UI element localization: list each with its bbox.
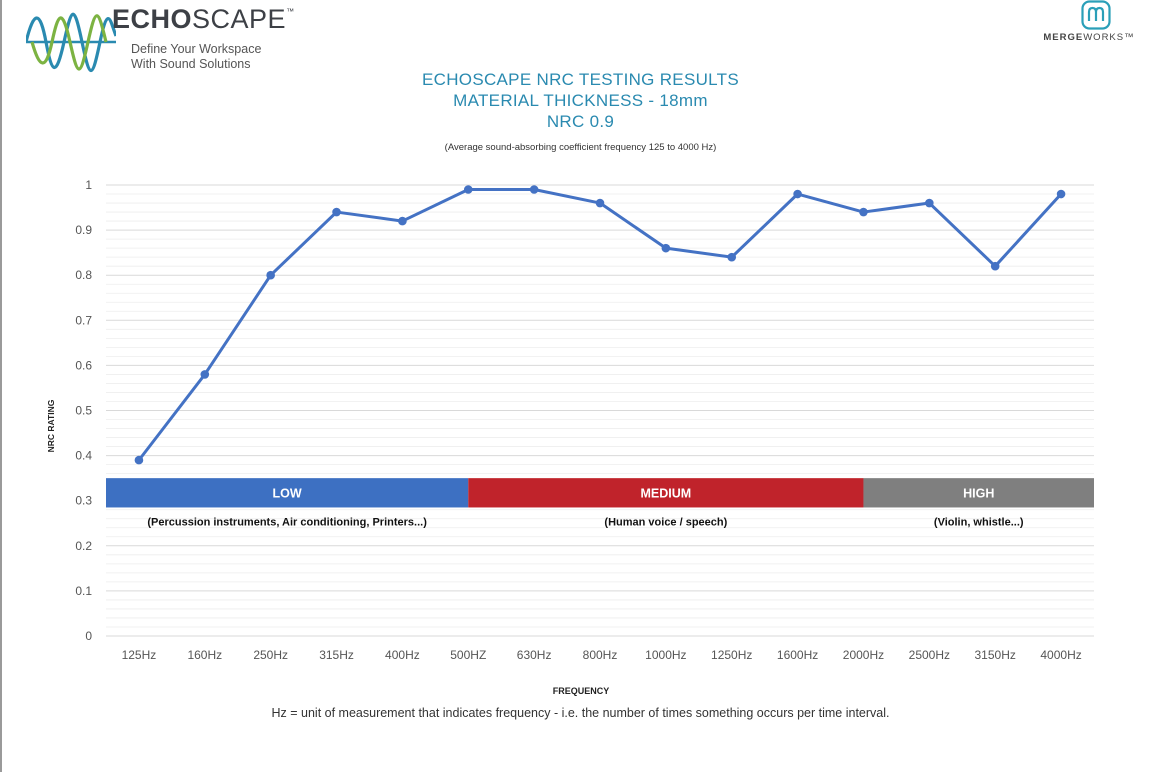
brand-trademark: ™: [286, 7, 295, 16]
x-tick-label: 2500Hz: [909, 648, 950, 662]
data-point: [859, 207, 868, 217]
x-tick-label: 1250Hz: [711, 648, 752, 662]
data-point: [793, 189, 802, 199]
x-tick-label: 630Hz: [517, 648, 552, 662]
mergeworks-icon: [1081, 0, 1111, 30]
data-point: [332, 207, 341, 217]
brand-name: ECHOSCAPE™: [112, 4, 295, 35]
mergeworks-bold: MERGE: [1043, 32, 1084, 43]
x-tick-label: 400Hz: [385, 648, 420, 662]
frequency-band-note: (Violin, whistle...): [934, 516, 1024, 528]
y-tick-label: 0.7: [75, 313, 92, 327]
y-tick-label: 1: [85, 178, 92, 192]
brand-bold: ECHO: [112, 4, 193, 34]
frequency-band-note: (Human voice / speech): [604, 516, 727, 528]
chart-title-line-3: NRC 0.9: [546, 112, 615, 131]
frequency-band: [106, 478, 469, 508]
chart-titles: ECHOSCAPE NRC TESTING RESULTS MATERIAL T…: [0, 69, 1161, 132]
x-tick-label: 500HZ: [450, 648, 486, 662]
data-point: [595, 198, 605, 208]
y-tick-label: 0.4: [75, 449, 92, 463]
chart-subtitle: (Average sound-absorbing coefficient fre…: [444, 142, 717, 153]
x-tick-label: 4000Hz: [1040, 648, 1081, 662]
tagline: Define Your Workspace With Sound Solutio…: [131, 42, 261, 72]
mergeworks-logo: MERGEWORKS™: [1039, 0, 1139, 46]
y-tick-label: 0.6: [75, 358, 92, 372]
tagline-line-1: Define Your Workspace: [131, 42, 262, 56]
data-point: [134, 455, 144, 465]
x-axis-title: FREQUENCY: [553, 686, 610, 696]
y-tick-label: 0: [85, 629, 92, 643]
data-point: [200, 370, 210, 379]
x-tick-label: 2000Hz: [843, 648, 884, 662]
data-point: [398, 216, 407, 226]
y-tick-label: 0.8: [75, 268, 92, 282]
x-tick-label: 1000Hz: [645, 648, 686, 662]
x-tick-label: 125Hz: [122, 648, 157, 662]
mergeworks-rest: WORKS: [1083, 32, 1125, 43]
data-point: [990, 261, 1000, 271]
frequency-band-label: LOW: [273, 486, 302, 500]
page-border: [0, 0, 2, 772]
data-point: [463, 185, 473, 194]
frequency-band: [468, 478, 864, 508]
footnote: Hz = unit of measurement that indicates …: [271, 706, 890, 720]
x-tick-label: 315Hz: [319, 648, 354, 662]
mergeworks-wordmark: MERGEWORKS™: [1039, 32, 1139, 43]
data-point: [529, 185, 539, 194]
y-tick-label: 0.3: [75, 494, 92, 508]
x-tick-label: 250Hz: [253, 648, 288, 662]
data-point: [1056, 189, 1066, 199]
frequency-band-label: MEDIUM: [641, 486, 692, 500]
y-tick-label: 0.1: [75, 584, 92, 598]
frequency-band: [863, 478, 1094, 508]
sound-wave-icon: [26, 12, 116, 72]
brand-rest: SCAPE: [192, 4, 287, 34]
x-tick-label: 160Hz: [187, 648, 222, 662]
y-tick-label: 0.2: [75, 539, 92, 553]
y-axis-title: NRC RATING: [46, 399, 56, 452]
frequency-band-note: (Percussion instruments, Air conditionin…: [147, 516, 427, 528]
echoscape-logo: ECHOSCAPE™ Define Your Workspace With So…: [26, 0, 326, 82]
chart-title-line-2: MATERIAL THICKNESS - 18mm: [453, 91, 708, 110]
y-tick-label: 0.9: [75, 223, 92, 237]
y-tick-label: 0.5: [75, 404, 92, 418]
data-point: [727, 252, 737, 262]
chart-title-line-1: ECHOSCAPE NRC TESTING RESULTS: [422, 70, 739, 89]
frequency-band-label: HIGH: [963, 486, 994, 500]
data-point: [925, 198, 934, 208]
x-tick-label: 1600Hz: [777, 648, 818, 662]
x-tick-label: 3150Hz: [975, 648, 1016, 662]
data-point: [661, 243, 671, 253]
mergeworks-trademark: ™: [1124, 32, 1135, 43]
data-point: [266, 270, 275, 280]
tagline-line-2: With Sound Solutions: [131, 57, 251, 71]
x-tick-label: 800Hz: [583, 648, 618, 662]
